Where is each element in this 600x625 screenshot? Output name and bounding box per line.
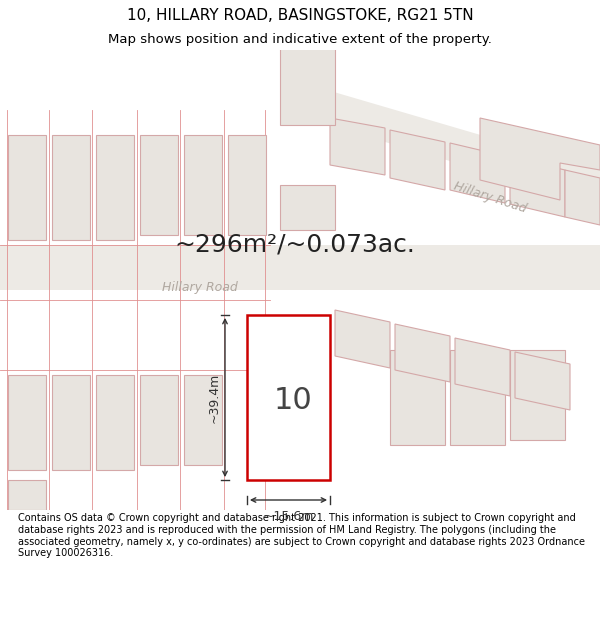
Bar — [510, 350, 565, 440]
Text: ~39.4m: ~39.4m — [208, 372, 221, 423]
Bar — [52, 135, 90, 240]
Polygon shape — [450, 143, 505, 203]
Polygon shape — [330, 118, 385, 175]
Bar — [140, 135, 178, 235]
Text: 10: 10 — [273, 386, 312, 415]
Polygon shape — [395, 324, 450, 382]
Bar — [280, 185, 335, 230]
Text: Hillary Road: Hillary Road — [452, 180, 528, 216]
Text: Map shows position and indicative extent of the property.: Map shows position and indicative extent… — [108, 32, 492, 46]
Bar — [390, 350, 445, 445]
Bar — [8, 375, 46, 470]
Text: ~296m²/~0.073ac.: ~296m²/~0.073ac. — [175, 233, 415, 257]
Bar — [8, 480, 46, 510]
Bar — [280, 25, 335, 125]
Text: ~15.6m: ~15.6m — [263, 510, 314, 523]
Bar — [140, 375, 178, 465]
Text: 10, HILLARY ROAD, BASINGSTOKE, RG21 5TN: 10, HILLARY ROAD, BASINGSTOKE, RG21 5TN — [127, 8, 473, 22]
Bar — [450, 350, 505, 445]
Text: Contains OS data © Crown copyright and database right 2021. This information is : Contains OS data © Crown copyright and d… — [18, 514, 585, 558]
Bar — [247, 315, 330, 480]
Bar — [96, 135, 134, 240]
Bar — [52, 375, 90, 470]
Polygon shape — [390, 130, 445, 190]
Polygon shape — [515, 352, 570, 410]
Polygon shape — [335, 310, 390, 368]
Polygon shape — [565, 170, 600, 225]
Polygon shape — [480, 118, 600, 200]
Bar — [228, 135, 266, 235]
Polygon shape — [310, 85, 600, 205]
Text: Hillary Road: Hillary Road — [162, 281, 238, 294]
Bar — [184, 135, 222, 235]
Bar — [8, 135, 46, 240]
Polygon shape — [0, 245, 600, 290]
Bar — [184, 375, 222, 465]
Polygon shape — [455, 338, 510, 396]
Polygon shape — [510, 157, 565, 217]
Bar — [96, 375, 134, 470]
